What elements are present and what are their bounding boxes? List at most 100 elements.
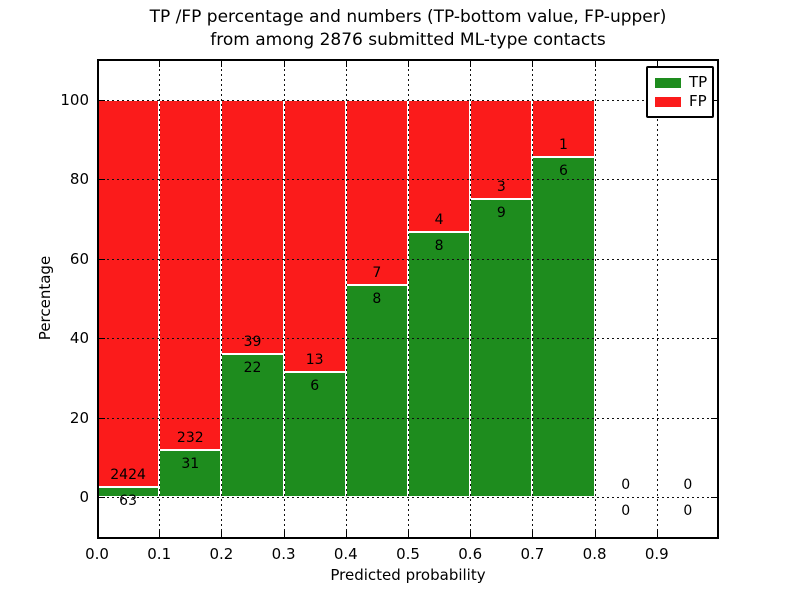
vertical-gridline bbox=[408, 59, 409, 539]
fp-count-label: 0 bbox=[621, 477, 631, 493]
tp-bar-segment bbox=[532, 156, 595, 497]
fp-bar-segment bbox=[532, 100, 595, 157]
tp-bar-segment bbox=[221, 353, 284, 497]
legend-item: FP bbox=[655, 92, 712, 111]
y-tick-mark bbox=[99, 258, 105, 260]
y-tick-label: 20 bbox=[69, 408, 89, 427]
vertical-gridline bbox=[159, 59, 161, 539]
fp-bar-segment bbox=[97, 100, 160, 487]
y-tick-mark bbox=[99, 497, 105, 498]
y-tick-label: 60 bbox=[69, 249, 89, 268]
fp-count-label: 7 bbox=[372, 265, 382, 282]
x-axis-label: Predicted probability bbox=[330, 566, 486, 584]
axis-spine-bottom bbox=[97, 537, 719, 539]
vertical-gridline bbox=[470, 59, 472, 539]
tp-count-label: 6 bbox=[310, 377, 320, 394]
tp-count-label: 22 bbox=[243, 359, 262, 376]
x-tick-label: 0.3 bbox=[271, 545, 296, 563]
x-tick-label: 0.8 bbox=[582, 545, 607, 563]
x-tick-mark bbox=[532, 531, 534, 537]
tp-bar-segment bbox=[345, 285, 408, 497]
x-tick-mark bbox=[656, 531, 658, 537]
x-tick-mark bbox=[718, 531, 719, 537]
fp-bar-segment bbox=[408, 100, 471, 233]
tp-bar-segment bbox=[408, 232, 471, 497]
x-tick-mark bbox=[470, 531, 472, 537]
y-tick-label: 40 bbox=[69, 329, 89, 348]
fp-count-label: 1 bbox=[559, 136, 568, 153]
x-tick-mark bbox=[159, 531, 161, 537]
fp-count-label: 0 bbox=[683, 477, 693, 493]
fp-count-label: 2424 bbox=[110, 466, 146, 483]
vertical-gridline bbox=[532, 59, 534, 539]
tp-count-label: 31 bbox=[181, 456, 200, 473]
tp-count-label: 8 bbox=[372, 291, 382, 308]
y-tick-mark bbox=[99, 338, 105, 340]
x-tick-mark-top bbox=[221, 61, 223, 67]
fp-bar-segment bbox=[283, 100, 346, 372]
fp-count-label: 232 bbox=[176, 430, 204, 447]
x-tick-label: 0.1 bbox=[147, 545, 172, 563]
x-tick-mark-top bbox=[345, 61, 347, 67]
y-tick-mark-right bbox=[711, 179, 717, 181]
fp-bar-segment bbox=[221, 100, 284, 354]
vertical-gridline bbox=[221, 59, 223, 539]
fp-count-label: 13 bbox=[305, 351, 324, 368]
axis-spine-top bbox=[97, 59, 719, 61]
y-tick-mark-right bbox=[711, 258, 717, 260]
x-tick-mark-top bbox=[283, 61, 285, 67]
fp-bar-segment bbox=[345, 100, 408, 286]
x-tick-mark-top bbox=[656, 61, 658, 67]
fp-count-label: 39 bbox=[243, 333, 262, 350]
tp-bar-segment bbox=[470, 199, 533, 497]
x-tick-mark bbox=[345, 531, 347, 537]
legend-item-label: FP bbox=[689, 92, 707, 110]
tp-count-label: 63 bbox=[119, 492, 138, 509]
fp-bar-segment bbox=[159, 100, 222, 451]
x-tick-label: 0.7 bbox=[520, 545, 545, 563]
fp-count-label: 4 bbox=[434, 212, 444, 229]
x-tick-label: 0.4 bbox=[333, 545, 358, 563]
x-tick-mark bbox=[283, 531, 285, 537]
y-tick-label: 100 bbox=[60, 91, 89, 109]
tp-bar-segment bbox=[283, 371, 346, 497]
x-tick-mark-top bbox=[594, 61, 596, 67]
axis-spine-left bbox=[97, 59, 99, 539]
x-tick-mark-top bbox=[408, 61, 409, 67]
tp-count-label: 8 bbox=[434, 238, 444, 255]
x-tick-mark bbox=[594, 531, 596, 537]
y-tick-mark-right bbox=[711, 338, 717, 340]
plot-area: 2424 63 232 31 39 22 13 6 7 8 4 8 3 9 1 6 0 0 0 0 TP FP bbox=[97, 59, 719, 539]
x-tick-mark bbox=[408, 531, 409, 537]
x-tick-mark-top bbox=[718, 61, 719, 67]
tp-count-label: 0 bbox=[683, 503, 693, 519]
legend: TP FP bbox=[646, 66, 714, 118]
y-axis-label: Percentage bbox=[36, 255, 54, 341]
x-tick-label: 0.6 bbox=[458, 545, 483, 563]
vertical-gridline bbox=[283, 59, 285, 539]
x-tick-label: 0.0 bbox=[85, 545, 109, 563]
x-tick-mark-top bbox=[159, 61, 161, 67]
x-tick-mark-top bbox=[532, 61, 534, 67]
axis-spine-right bbox=[717, 59, 719, 539]
y-tick-mark-right bbox=[711, 100, 717, 101]
fp-legend-swatch bbox=[655, 96, 681, 107]
chart-title-line1: TP /FP percentage and numbers (TP-bottom… bbox=[149, 7, 667, 27]
y-tick-mark bbox=[99, 417, 105, 419]
legend-item: TP bbox=[655, 73, 712, 92]
vertical-gridline bbox=[656, 59, 658, 539]
y-tick-mark-right bbox=[711, 417, 717, 419]
tp-count-label: 6 bbox=[559, 162, 568, 179]
vertical-gridline bbox=[345, 59, 347, 539]
y-tick-label: 0 bbox=[79, 488, 89, 506]
tp-count-label: 0 bbox=[621, 503, 631, 519]
fp-bar-segment bbox=[470, 100, 533, 200]
x-tick-label: 0.9 bbox=[644, 545, 669, 563]
y-tick-mark bbox=[99, 100, 105, 101]
x-tick-mark-top bbox=[470, 61, 472, 67]
tp-legend-swatch bbox=[655, 77, 681, 88]
chart-title: TP /FP percentage and numbers (TP-bottom… bbox=[97, 6, 719, 52]
chart-title-line2: from among 2876 submitted ML-type contac… bbox=[210, 30, 606, 50]
x-tick-label: 0.2 bbox=[209, 545, 234, 563]
